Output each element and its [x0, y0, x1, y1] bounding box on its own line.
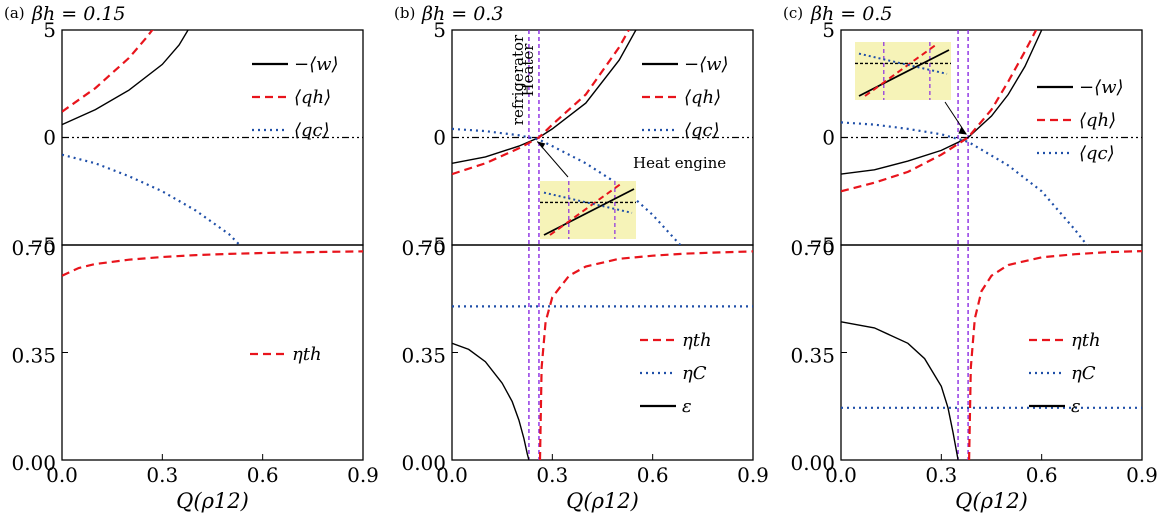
- inset-arrowhead: [537, 141, 546, 149]
- panel-title: βh = 0.15: [31, 3, 126, 25]
- x-tick-label: 0.0: [825, 463, 857, 487]
- x-tick-label: 0.3: [536, 463, 568, 487]
- annotation-heater: Heater: [519, 43, 537, 97]
- inset-heat-line: [864, 43, 938, 97]
- x-axis-label: Q(ρ12): [566, 489, 639, 513]
- bottom-series-line: [452, 342, 530, 460]
- y-tick-label: 0.70: [401, 236, 446, 260]
- bottom-series-line: [841, 321, 959, 460]
- legend-label: ηth: [292, 344, 322, 365]
- top-series-line: [452, 30, 631, 176]
- y-tick-label: 0.70: [790, 236, 835, 260]
- inset-heat-line: [549, 182, 623, 236]
- x-tick-label: 0.9: [737, 463, 769, 487]
- top-series-line: [452, 30, 637, 164]
- zoom-inset: [855, 42, 967, 135]
- annotation-refrigerator: refrigerator: [509, 34, 527, 125]
- y-tick-label: −5: [806, 233, 835, 257]
- bottom-series-line: [968, 250, 1142, 460]
- legend-label: −⟨w⟩: [1079, 77, 1124, 98]
- y-tick-label: 5: [433, 18, 446, 42]
- panel-title: βh = 0.3: [421, 3, 503, 25]
- top-series-line: [62, 153, 242, 245]
- legend-label: ε: [1071, 396, 1081, 417]
- x-tick-label: 0.6: [247, 463, 279, 487]
- x-tick-label: 0.9: [1126, 463, 1158, 487]
- x-tick-label: 0.0: [436, 463, 468, 487]
- bottom-series-line: [62, 250, 363, 277]
- y-tick-label: 0.00: [401, 451, 446, 475]
- top-series-line: [841, 121, 1089, 245]
- inset-cold-line: [543, 191, 633, 214]
- legend-label: ⟨qh⟩: [294, 87, 331, 108]
- x-tick-label: 0.6: [637, 463, 669, 487]
- bottom-series-line: [538, 250, 753, 460]
- y-tick-label: 5: [43, 18, 56, 42]
- top-series-line: [62, 30, 189, 126]
- bottom-axes-frame: [451, 244, 754, 461]
- panel-c: (c) βh = 0.55 0 −50.70 0.35 0.000.0 0.3 0.6 0.9 Q…: [783, 3, 1158, 513]
- legend-label: ηC: [682, 363, 707, 384]
- x-tick-label: 0.3: [146, 463, 178, 487]
- zoom-inset: [536, 141, 636, 239]
- panel-label: (c): [783, 4, 803, 22]
- y-tick-label: 0.70: [11, 236, 56, 260]
- top-series-line: [62, 30, 154, 113]
- legend-label: ⟨qc⟩: [294, 120, 330, 141]
- top-series-line: [841, 30, 1043, 175]
- y-tick-label: −5: [27, 233, 56, 257]
- legend-label: ⟨qc⟩: [684, 120, 720, 141]
- panel-b: (b) βh = 0.35 0 −50.70 0.35 0.000.0 0.3 0.6 0.9 Q…: [394, 3, 769, 513]
- legend-label: ⟨qh⟩: [1079, 110, 1116, 131]
- legend-label: −⟨w⟩: [294, 54, 339, 75]
- panel-label: (b): [394, 4, 415, 22]
- legend-label: ⟨qh⟩: [684, 87, 721, 108]
- panel-title: βh = 0.5: [810, 3, 892, 25]
- y-tick-label: 0: [43, 126, 56, 150]
- panel-a: (a) βh = 0.155 0 −50.70 0.35 0.000.0 0.3 0.6 0.9…: [4, 3, 379, 513]
- x-axis-label: Q(ρ12): [176, 489, 249, 513]
- legend-label: ηC: [1071, 363, 1096, 384]
- y-tick-label: 0.35: [790, 344, 835, 368]
- legend-label: ηth: [682, 330, 712, 351]
- panel-label: (a): [4, 4, 25, 22]
- y-tick-label: 0.00: [11, 451, 56, 475]
- y-tick-label: −5: [417, 233, 446, 257]
- y-tick-label: 0: [433, 126, 446, 150]
- x-tick-label: 0.9: [347, 463, 379, 487]
- inset-arrowhead: [958, 126, 967, 135]
- y-tick-label: 5: [822, 18, 835, 42]
- legend-label: ⟨qc⟩: [1079, 143, 1115, 164]
- top-series-line: [452, 127, 682, 245]
- top-series-line: [841, 30, 1038, 193]
- y-tick-label: 0.35: [401, 344, 446, 368]
- legend-label: −⟨w⟩: [684, 54, 729, 75]
- legend-label: ηth: [1071, 330, 1101, 351]
- x-tick-label: 0.6: [1026, 463, 1058, 487]
- y-tick-label: 0.00: [790, 451, 835, 475]
- legend-label: ε: [682, 396, 692, 417]
- x-tick-label: 0.3: [925, 463, 957, 487]
- x-axis-label: Q(ρ12): [955, 489, 1028, 513]
- annotation-heat-engine: Heat engine: [633, 154, 726, 172]
- x-tick-label: 0.0: [46, 463, 78, 487]
- inset-cold-line: [858, 52, 948, 75]
- y-tick-label: 0.35: [11, 344, 56, 368]
- y-tick-label: 0: [822, 126, 835, 150]
